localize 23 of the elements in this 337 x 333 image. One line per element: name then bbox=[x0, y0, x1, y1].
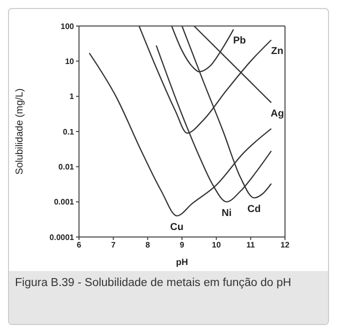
x-tick-label: 9 bbox=[180, 240, 185, 250]
series-label: Zn bbox=[271, 46, 284, 57]
x-tick-label: 10 bbox=[212, 240, 222, 250]
y-tick-label: 10 bbox=[65, 57, 75, 66]
series-label: Cd bbox=[247, 204, 261, 215]
x-axis-title: pH bbox=[176, 257, 188, 267]
series-label: Pb bbox=[233, 35, 246, 46]
y-axis-title: Solubilidade (mg/L) bbox=[14, 88, 26, 175]
series-label: Ag bbox=[270, 108, 284, 120]
y-tick-label: 0.1 bbox=[62, 127, 75, 136]
y-tick-label: 1 bbox=[70, 92, 75, 102]
x-tick-label: 12 bbox=[280, 240, 290, 250]
y-tick-label: 0.0001 bbox=[50, 232, 75, 242]
y-tick-label: 100 bbox=[60, 22, 75, 31]
x-tick-label: 8 bbox=[145, 240, 150, 250]
x-tick-label: 7 bbox=[111, 240, 116, 250]
x-tick-label: 11 bbox=[246, 240, 256, 250]
series-label: Ni bbox=[222, 208, 232, 219]
y-tick-label: 0.001 bbox=[54, 198, 75, 207]
series-label: Cu bbox=[170, 222, 184, 233]
y-tick-label: 0.01 bbox=[58, 162, 75, 172]
text: Figura B.39 - Solubilidade de metais em função do pH bbox=[15, 277, 292, 289]
x-tick-label: 6 bbox=[76, 240, 82, 250]
